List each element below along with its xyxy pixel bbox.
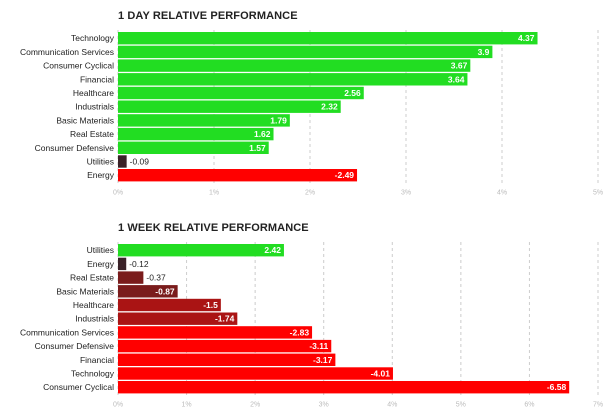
category-label: Industrials [75,102,114,112]
x-tick-label: 5% [456,402,466,409]
x-tick-label: 4% [387,402,397,409]
value-label: 3.64 [448,74,465,84]
category-label: Communication Services [20,47,114,57]
bar[interactable] [118,367,393,380]
bar[interactable] [118,169,358,182]
value-label: 3.67 [451,61,468,71]
category-label: Real Estate [70,129,114,139]
bar[interactable] [118,271,144,284]
category-label: Utilities [87,245,114,255]
bar[interactable] [118,114,290,127]
bar[interactable] [118,298,221,312]
x-tick-label: 2% [305,190,315,197]
x-tick-label: 1% [182,402,192,409]
category-label: Financial [80,355,114,365]
category-label: Healthcare [73,88,114,98]
value-label: -1.5 [203,300,218,310]
chart1-title: 1 DAY RELATIVE PERFORMANCE [118,10,298,22]
x-tick-label: 0% [113,402,123,409]
bar[interactable] [118,312,238,325]
value-label: 4.37 [518,33,535,43]
value-label: -0.12 [129,259,149,269]
category-label: Healthcare [73,300,114,310]
x-tick-label: 7% [593,402,603,409]
bar[interactable] [118,127,274,141]
category-label: Consumer Cyclical [43,61,114,71]
value-label: -2.83 [290,327,310,337]
chart2-title: 1 WEEK RELATIVE PERFORMANCE [118,222,309,234]
x-tick-label: 6% [524,402,534,409]
bar[interactable] [118,244,284,257]
value-label: 1.79 [270,115,287,125]
bar[interactable] [118,285,178,298]
bar[interactable] [118,45,493,59]
category-label: Communication Services [20,327,114,337]
category-label: Energy [87,259,115,269]
value-label: -3.11 [309,341,328,351]
category-label: Industrials [75,314,114,324]
category-label: Consumer Defensive [35,341,115,351]
value-label: 1.57 [249,143,266,153]
value-label: -3.17 [313,355,333,365]
category-label: Technology [71,369,115,379]
x-tick-label: 1% [209,190,219,197]
chart2-plot: 0% 1% 2% 3% 4% 5% 6% 7% Utilities 2.42 Energy -0.12… [20,242,603,409]
bar[interactable] [118,73,468,86]
x-tick-label: 5% [593,190,603,197]
category-label: Utilities [87,157,114,167]
bar[interactable] [118,141,269,154]
value-label: -0.87 [155,286,175,296]
category-label: Real Estate [70,273,114,283]
bar[interactable] [118,326,313,339]
x-tick-label: 3% [401,190,411,197]
bar[interactable] [118,339,332,353]
value-label: -4.01 [371,369,391,379]
category-label: Consumer Cyclical [43,382,114,392]
bar[interactable] [118,32,538,45]
value-label: 3.9 [478,47,490,57]
value-label: -1.74 [215,314,235,324]
bar[interactable] [118,381,570,394]
bar[interactable] [118,59,471,72]
bar[interactable] [118,353,336,366]
category-label: Basic Materials [56,115,114,125]
value-label: -2.49 [335,170,355,180]
value-label: 1.62 [254,129,271,139]
category-label: Technology [71,33,115,43]
category-label: Energy [87,170,115,180]
x-tick-label: 4% [497,190,507,197]
category-label: Basic Materials [56,286,114,296]
value-label: -0.09 [130,157,150,167]
value-label: 2.32 [321,102,338,112]
bar[interactable] [118,257,127,271]
x-tick-label: 0% [113,190,123,197]
category-label: Financial [80,74,114,84]
category-label: Consumer Defensive [35,143,115,153]
chart1-plot: 0% 1% 2% 3% 4% 5% Technology 4.37 Communication … [20,30,603,197]
x-tick-label: 2% [250,402,260,409]
bar[interactable] [118,155,127,168]
x-tick-label: 3% [319,402,329,409]
bar[interactable] [118,100,341,113]
value-label: -6.58 [547,382,567,392]
value-label: -0.37 [146,273,166,283]
value-label: 2.42 [264,245,281,255]
value-label: 2.56 [344,88,361,98]
bar[interactable] [118,86,364,100]
